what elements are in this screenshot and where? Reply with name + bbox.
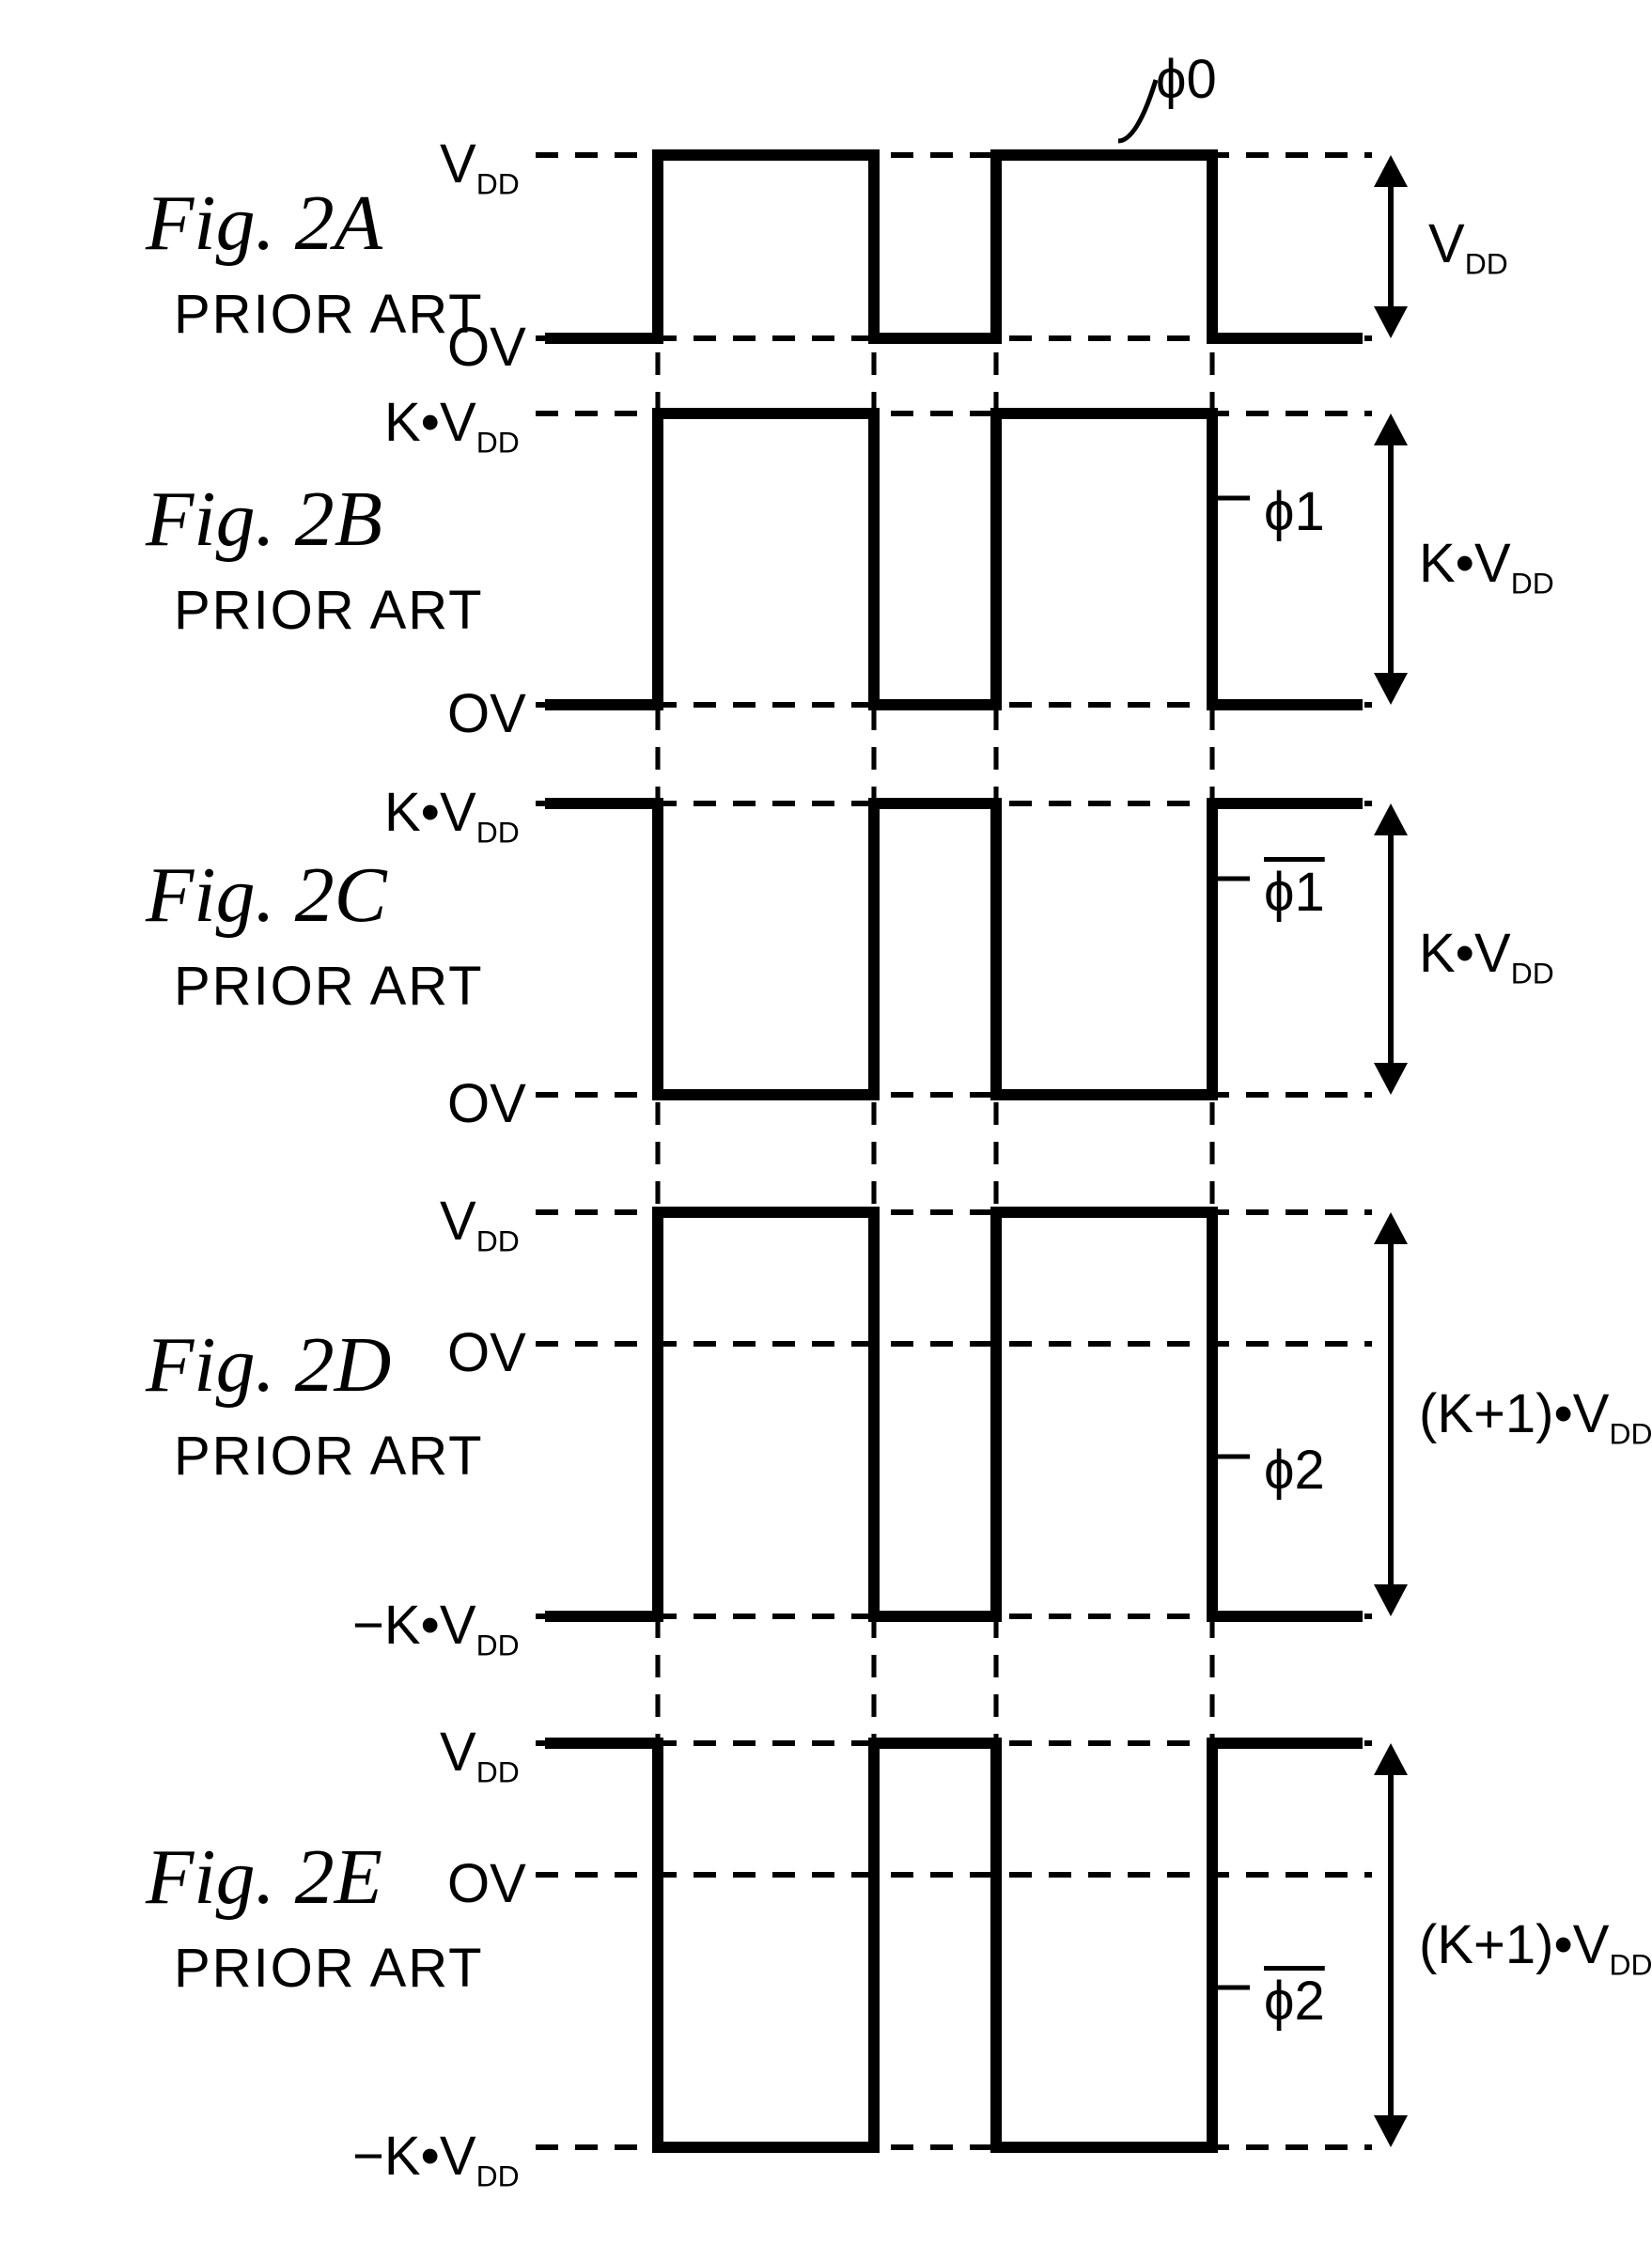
level-label-C-0: K•VDD	[384, 781, 520, 844]
prior-art-E: PRIOR ART	[174, 1937, 484, 2000]
level-label-E-1: OV	[447, 1852, 526, 1915]
prior-art-B: PRIOR ART	[174, 579, 484, 642]
level-label-E-2: −K•VDD	[352, 2125, 520, 2188]
fig-title-C: Fig. 2C	[146, 850, 387, 941]
amp-label-D: (K+1)•VDD	[1419, 1382, 1652, 1445]
signal-label-A: ϕ0	[1156, 48, 1217, 111]
amp-label-B: K•VDD	[1419, 532, 1554, 595]
level-label-D-1: OV	[447, 1321, 526, 1384]
prior-art-C: PRIOR ART	[174, 955, 484, 1018]
signal-label-E: ϕ2	[1264, 1970, 1325, 2033]
prior-art-D: PRIOR ART	[174, 1425, 484, 1488]
amp-label-E: (K+1)•VDD	[1419, 1913, 1652, 1976]
fig-title-B: Fig. 2B	[146, 474, 382, 565]
prior-art-A: PRIOR ART	[174, 283, 484, 346]
level-label-D-0: VDD	[440, 1190, 520, 1253]
signal-label-C: ϕ1	[1264, 861, 1325, 924]
fig-title-E: Fig. 2E	[146, 1832, 382, 1923]
level-label-A-1: OV	[447, 316, 526, 379]
level-label-E-0: VDD	[440, 1721, 520, 1784]
amp-label-C: K•VDD	[1419, 922, 1554, 985]
amp-label-A: VDD	[1428, 212, 1508, 275]
level-label-C-1: OV	[447, 1072, 526, 1135]
signal-label-B: ϕ1	[1264, 480, 1325, 543]
fig-title-A: Fig. 2A	[146, 178, 382, 269]
level-label-B-0: K•VDD	[384, 391, 520, 454]
fig-title-D: Fig. 2D	[146, 1319, 391, 1411]
level-label-B-1: OV	[447, 682, 526, 745]
level-label-A-0: VDD	[440, 133, 520, 195]
signal-label-D: ϕ2	[1264, 1439, 1325, 1502]
level-label-D-2: −K•VDD	[352, 1594, 520, 1657]
